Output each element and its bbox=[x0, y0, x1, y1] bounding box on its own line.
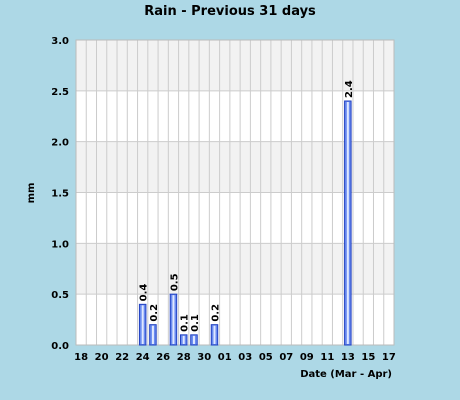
bar bbox=[169, 293, 178, 346]
x-tick-label: 09 bbox=[300, 352, 314, 363]
y-tick-label: 0.5 bbox=[51, 290, 69, 301]
bar-highlight bbox=[182, 335, 185, 344]
x-tick-label: 11 bbox=[320, 352, 334, 363]
y-tick-label: 3.0 bbox=[51, 36, 69, 47]
plot-frame bbox=[75, 39, 395, 346]
y-axis-ticks: 0.0 0.5 1.0 1.5 2.0 2.5 3.0 bbox=[51, 36, 69, 352]
data-label: 0.1 bbox=[190, 314, 201, 332]
x-tick-label: 26 bbox=[156, 352, 170, 363]
x-tick-label: 22 bbox=[115, 352, 129, 363]
bars bbox=[138, 100, 352, 346]
bar bbox=[344, 100, 352, 346]
y-tick-label: 2.5 bbox=[51, 87, 69, 98]
y-tick-label: 2.0 bbox=[51, 138, 69, 149]
bar-highlight bbox=[346, 102, 349, 344]
bar bbox=[190, 334, 198, 346]
x-tick-label: 13 bbox=[341, 352, 355, 363]
bar-highlight bbox=[213, 325, 216, 344]
x-tick-label: 17 bbox=[382, 352, 396, 363]
x-tick-label: 28 bbox=[177, 352, 191, 363]
data-label: 0.2 bbox=[210, 304, 221, 322]
x-tick-label: 03 bbox=[238, 352, 252, 363]
data-label: 2.4 bbox=[344, 80, 355, 98]
y-tick-label: 1.5 bbox=[51, 189, 69, 200]
plot-band bbox=[76, 243, 394, 295]
plot-band bbox=[76, 90, 394, 142]
grid-lines bbox=[75, 39, 395, 346]
x-tick-label: 01 bbox=[218, 352, 232, 363]
data-label: 0.1 bbox=[180, 314, 191, 332]
bar bbox=[138, 303, 147, 346]
x-tick-label: 15 bbox=[361, 352, 375, 363]
bar bbox=[179, 334, 188, 346]
bar-highlight bbox=[172, 295, 175, 344]
x-tick-label: 18 bbox=[74, 352, 88, 363]
data-label: 0.4 bbox=[139, 284, 150, 302]
x-tick-label: 05 bbox=[259, 352, 273, 363]
bar-highlight bbox=[141, 305, 144, 344]
x-tick-label: 07 bbox=[279, 352, 293, 363]
bar-highlight bbox=[192, 335, 195, 344]
y-tick-label: 1.0 bbox=[51, 239, 69, 250]
chart-title: Rain - Previous 31 days bbox=[144, 4, 316, 19]
bar-highlight bbox=[151, 325, 154, 344]
x-tick-label: 20 bbox=[95, 352, 109, 363]
data-labels: 0.4 0.2 0.5 0.1 0.1 0.2 2.4 bbox=[139, 80, 355, 332]
x-tick-label: 24 bbox=[136, 352, 150, 363]
bar bbox=[149, 324, 157, 346]
data-label: 0.2 bbox=[149, 304, 160, 322]
x-axis-ticks: 18 20 22 24 26 28 30 01 03 05 07 09 11 13 15 17 bbox=[74, 352, 396, 363]
plot-band bbox=[76, 294, 394, 345]
plot-band bbox=[76, 141, 394, 193]
x-axis-label: Date (Mar - Apr) bbox=[300, 369, 392, 380]
bar bbox=[210, 324, 219, 346]
y-axis-label: mm bbox=[26, 183, 37, 204]
plot-band bbox=[76, 192, 394, 244]
plot-background bbox=[76, 40, 394, 345]
x-tick-label: 30 bbox=[197, 352, 211, 363]
data-label: 0.5 bbox=[169, 273, 180, 291]
y-tick-label: 0.0 bbox=[51, 341, 69, 352]
plot-band bbox=[76, 40, 394, 91]
